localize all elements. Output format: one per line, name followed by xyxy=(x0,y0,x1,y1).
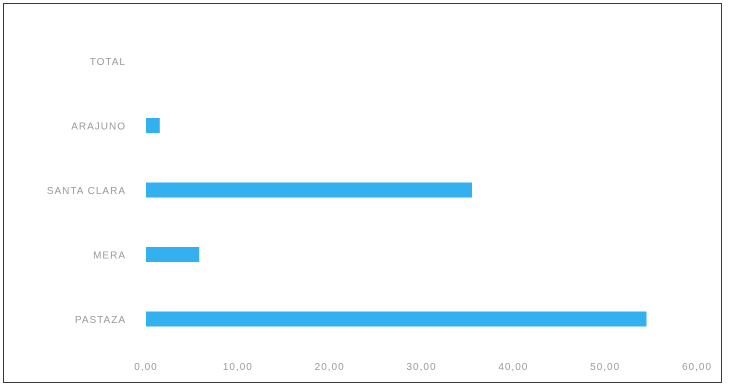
x-tick-label: 0,00 xyxy=(134,362,157,373)
category-label: MERA xyxy=(93,251,126,262)
x-tick-label: 60,00 xyxy=(682,362,712,373)
bar-group xyxy=(146,118,647,327)
x-axis-tick-labels: 0,00 10,00 20,00 30,00 40,00 50,00 60,00 xyxy=(134,362,712,373)
category-label: ARAJUNO xyxy=(71,122,126,133)
bar xyxy=(146,182,473,198)
category-labels: TOTAL ARAJUNO SANTA CLARA MERA PASTAZA xyxy=(47,57,126,326)
category-label: PASTAZA xyxy=(75,315,126,326)
bar xyxy=(146,247,200,262)
x-tick-label: 30,00 xyxy=(406,362,436,373)
category-label: SANTA CLARA xyxy=(47,186,126,197)
category-label: TOTAL xyxy=(90,57,126,68)
bar xyxy=(146,118,160,133)
x-tick-label: 10,00 xyxy=(223,362,253,373)
x-tick-label: 50,00 xyxy=(590,362,620,373)
x-tick-label: 40,00 xyxy=(498,362,528,373)
x-tick-label: 20,00 xyxy=(315,362,345,373)
bar xyxy=(146,311,647,327)
